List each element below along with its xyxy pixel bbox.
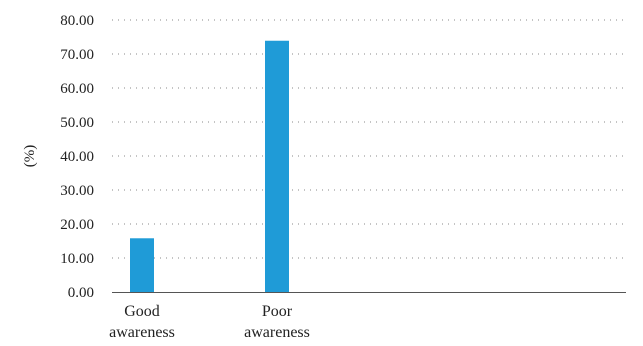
y-tick-label: 80.00 — [60, 13, 94, 29]
bars — [130, 40, 289, 292]
y-tick-label: 30.00 — [60, 183, 94, 199]
gridlines — [112, 19, 626, 259]
x-category-label: Good awareness — [109, 303, 175, 341]
bar — [265, 40, 289, 292]
y-axis-ticks: 0.00 10.00 20.00 30.00 40.00 50.00 60.00 70.00 8… — [60, 13, 94, 301]
y-axis-title: (%) — [22, 145, 38, 168]
y-tick-label: 50.00 — [60, 115, 94, 131]
y-tick-label: 70.00 — [60, 47, 94, 63]
y-tick-label: 10.00 — [60, 251, 94, 267]
x-category-label: Poor awareness — [244, 303, 310, 341]
y-tick-label: 40.00 — [60, 149, 94, 165]
y-tick-label: 0.00 — [68, 285, 94, 301]
y-tick-label: 20.00 — [60, 217, 94, 233]
bar — [130, 238, 154, 292]
y-tick-label: 60.00 — [60, 81, 94, 97]
x-axis-categories: Good awareness Poor awareness — [109, 303, 310, 341]
